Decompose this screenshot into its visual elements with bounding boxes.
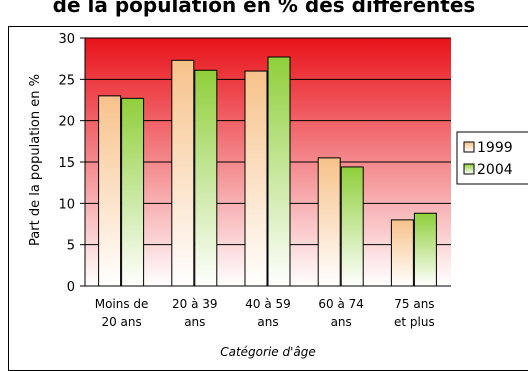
y-tick-label: 10 <box>58 197 75 212</box>
legend-label-1999: 1999 <box>477 140 513 156</box>
bar-1999-1 <box>171 59 195 287</box>
x-tick-label: ans <box>331 315 352 329</box>
y-tick-label: 30 <box>58 32 75 47</box>
legend-box <box>456 131 528 185</box>
bar-2004-0 <box>121 97 145 287</box>
axes <box>80 37 451 287</box>
tick-labels: 0 5 10 15 20 25 30 Moins de 20 ans 20 à 39 ans 40 à… <box>58 32 434 329</box>
x-tick-label: ans <box>184 315 205 329</box>
bar-2004-2 <box>267 56 291 287</box>
bar-1999-2 <box>244 70 268 287</box>
bars <box>98 56 437 287</box>
x-axis-label: Catégorie d'âge <box>220 345 316 359</box>
x-tick-label: 75 ans <box>394 297 434 311</box>
bar-1999-0 <box>98 95 122 287</box>
y-tick-label: 25 <box>58 73 75 88</box>
y-axis-label: Part de la population en % <box>28 74 43 246</box>
bar-1999-4 <box>390 219 414 287</box>
x-tick-label: ans <box>257 315 278 329</box>
x-tick-label: 20 ans <box>101 315 141 329</box>
x-tick-label: Moins de <box>95 297 149 311</box>
y-tick-label: 20 <box>58 115 75 130</box>
y-tick-label: 0 <box>67 280 75 295</box>
legend-swatch-1999 <box>463 141 475 153</box>
x-tick-label: et plus <box>394 315 435 329</box>
x-tick-label: 40 à 59 <box>245 297 291 311</box>
y-tick-label: 15 <box>58 156 75 171</box>
x-tick-label: 20 à 39 <box>172 297 218 311</box>
legend: 1999 2004 <box>456 131 528 185</box>
chart-title: de la population en % des différentes <box>52 0 476 17</box>
bar-2004-3 <box>340 166 364 287</box>
bar-2004-4 <box>413 212 437 287</box>
legend-swatch-2004 <box>463 163 475 175</box>
legend-label-2004: 2004 <box>477 162 513 178</box>
x-tick-label: 60 à 74 <box>318 297 364 311</box>
y-tick-label: 5 <box>67 239 75 254</box>
bar-1999-3 <box>317 157 341 287</box>
bar-2004-1 <box>194 69 218 287</box>
